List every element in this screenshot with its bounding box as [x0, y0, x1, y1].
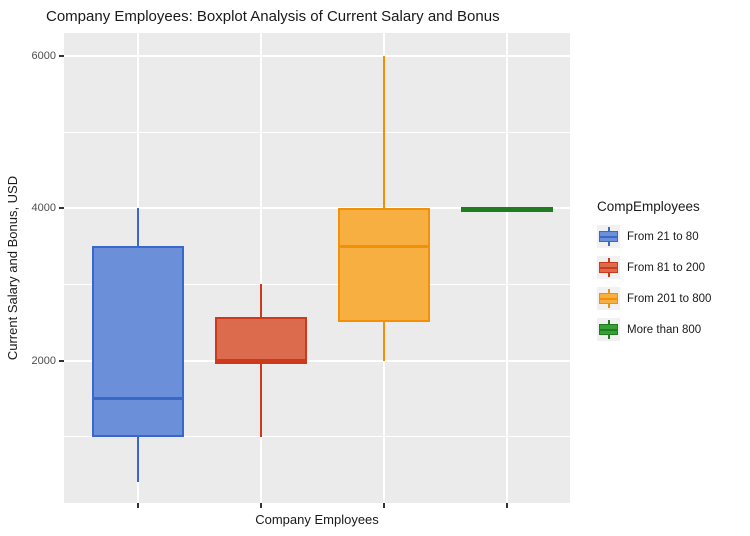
- legend-item-4: More than 800: [597, 318, 747, 341]
- median-line: [461, 206, 553, 210]
- gridline-major-y: [64, 54, 570, 57]
- lower-whisker: [260, 364, 262, 437]
- legend-item-label: From 201 to 800: [627, 292, 712, 305]
- legend-key-median: [599, 235, 618, 238]
- legend-key-median: [599, 328, 618, 331]
- gridline-major-y: [64, 207, 570, 210]
- legend-key-boxplot-icon: [597, 256, 620, 279]
- legend-item-label: From 21 to 80: [627, 230, 699, 243]
- legend-item-2: From 81 to 200: [597, 256, 747, 279]
- gridline-major-y: [64, 359, 570, 362]
- lower-whisker: [383, 322, 385, 361]
- iqr-box: [92, 246, 184, 437]
- upper-whisker: [137, 208, 139, 247]
- chart-title: Company Employees: Boxplot Analysis of C…: [46, 8, 500, 25]
- median-line: [92, 397, 184, 401]
- x-tick-mark: [137, 503, 139, 508]
- legend-key-median: [599, 266, 618, 269]
- gridline-minor-y: [64, 131, 570, 133]
- legend: CompEmployees From 21 to 80 From 81 to 20…: [597, 199, 747, 349]
- legend-key-boxplot-icon: [597, 287, 620, 310]
- y-tick-label: 6000: [31, 49, 56, 62]
- legend-item-3: From 201 to 800: [597, 287, 747, 310]
- legend-key-boxplot-icon: [597, 318, 620, 341]
- y-tick-mark: [59, 359, 64, 362]
- upper-whisker: [383, 55, 385, 209]
- x-tick-mark: [506, 503, 508, 508]
- legend-key-boxplot-icon: [597, 225, 620, 248]
- legend-item-label: More than 800: [627, 323, 702, 336]
- legend-key-median: [599, 297, 618, 300]
- legend-title: CompEmployees: [597, 199, 700, 214]
- legend-item-1: From 21 to 80: [597, 225, 747, 248]
- iqr-box: [338, 208, 430, 323]
- x-tick-mark: [260, 503, 262, 508]
- median-line: [338, 244, 430, 248]
- upper-whisker: [260, 284, 262, 317]
- legend-items: From 21 to 80 From 81 to 200 From 201 to 8…: [597, 225, 747, 341]
- y-tick-mark: [59, 207, 64, 210]
- gridline-major-x: [260, 33, 262, 503]
- y-axis-title: Current Salary and Bonus, USD: [5, 175, 20, 361]
- median-line: [215, 359, 307, 363]
- gridline-major-x: [506, 33, 508, 503]
- legend-item-label: From 81 to 200: [627, 261, 705, 274]
- gridline-minor-y: [64, 436, 570, 438]
- y-tick-label: 2000: [31, 354, 56, 367]
- y-tick-mark: [59, 54, 64, 57]
- x-axis-title: Company Employees: [255, 512, 379, 527]
- gridline-minor-y: [64, 283, 570, 285]
- y-tick-label: 4000: [31, 202, 56, 215]
- lower-whisker: [137, 436, 139, 483]
- iqr-box: [215, 316, 307, 365]
- x-tick-mark: [383, 503, 385, 508]
